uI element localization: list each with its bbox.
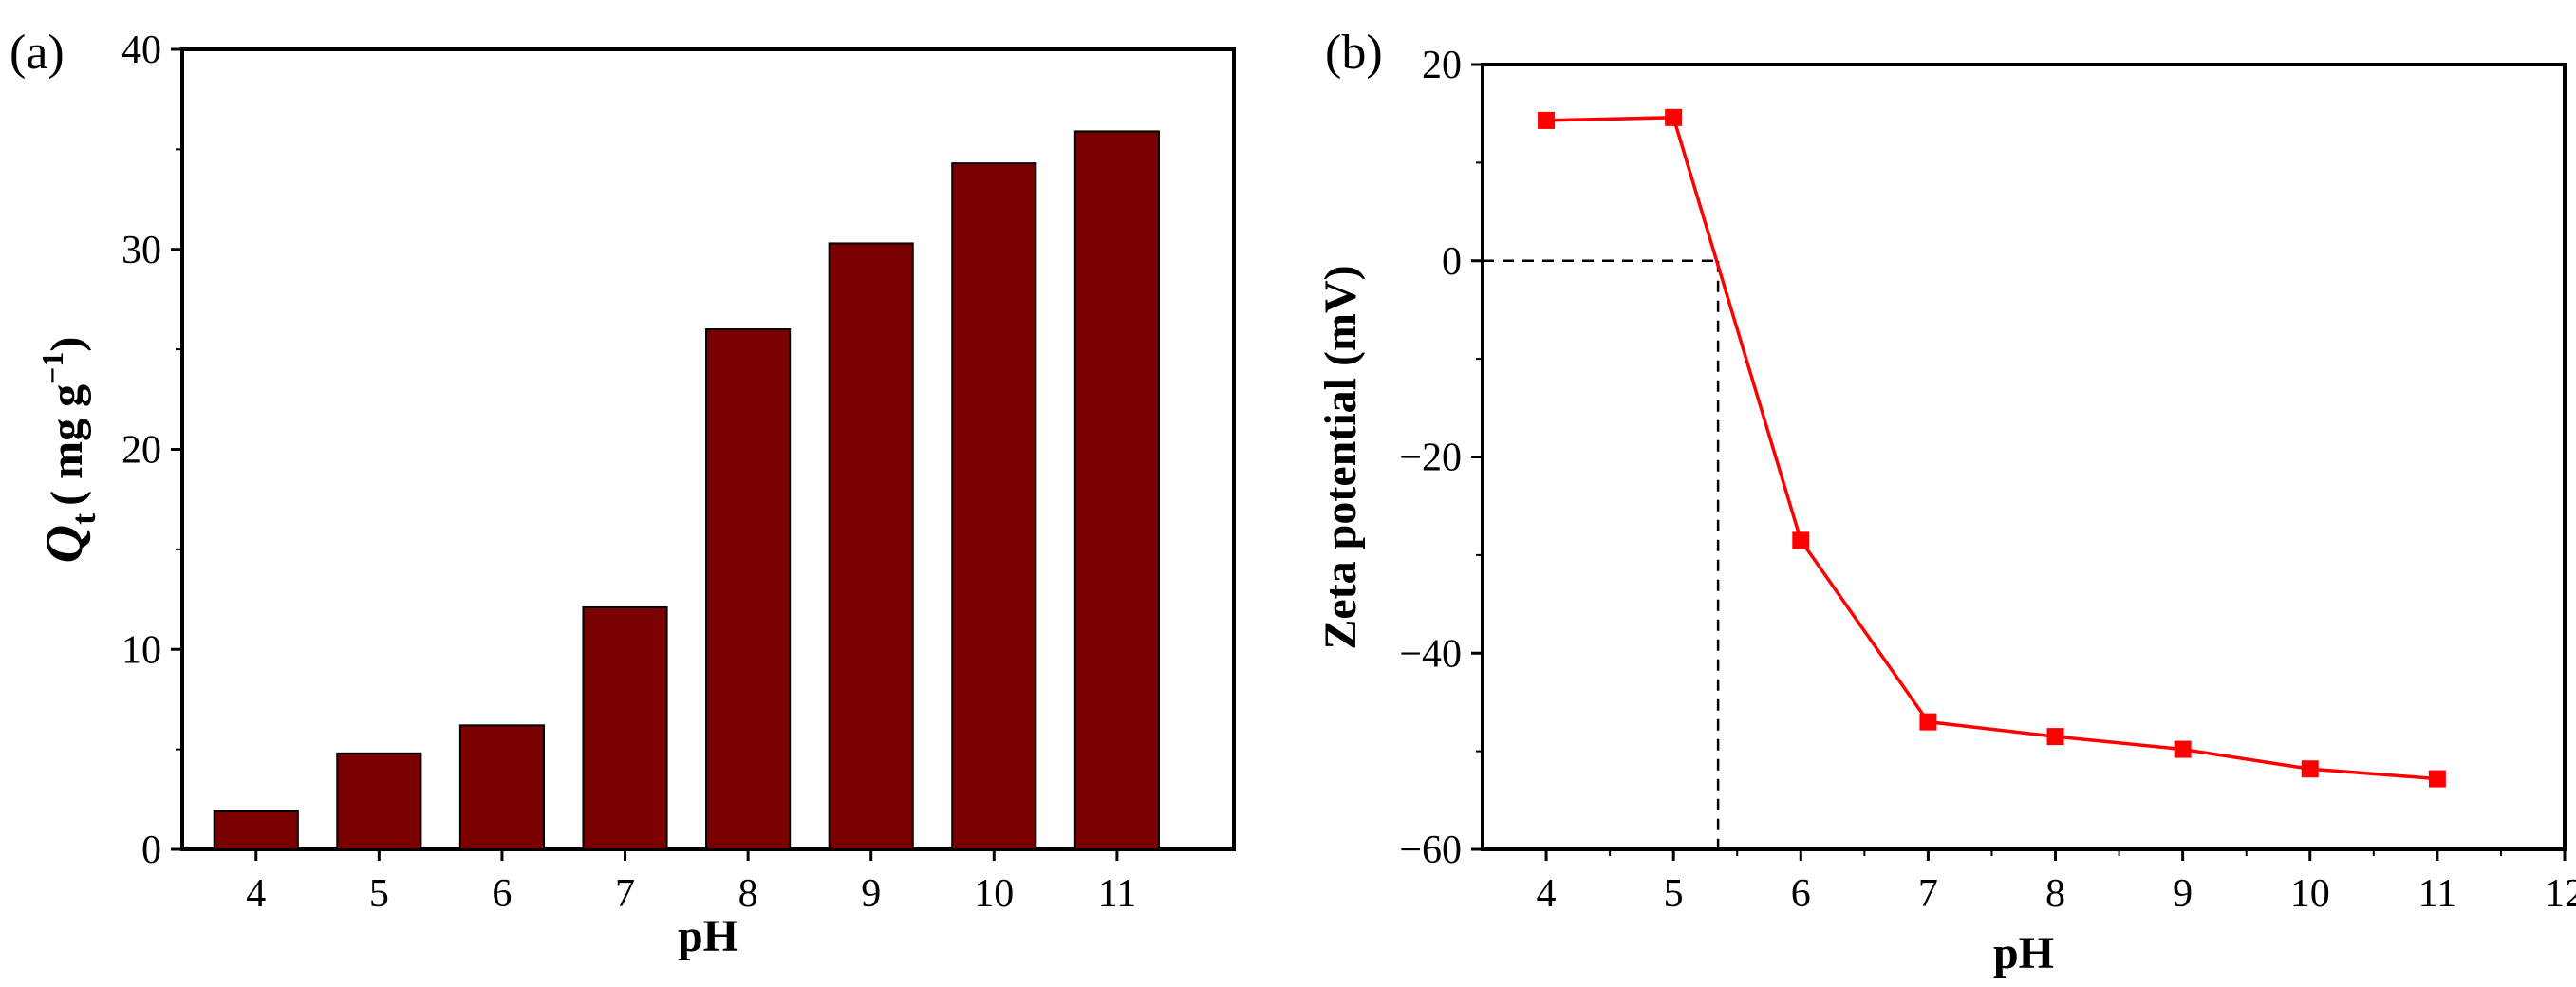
panel-b-y-tick-label: 0 (1442, 240, 1462, 284)
panel-b-y-axis-label: Zeta potential (mV) (1316, 265, 1366, 649)
panel-a-x-tick-label: 5 (369, 872, 389, 916)
zeta-potential-line (1546, 116, 2438, 781)
bar-ph-6 (458, 724, 545, 851)
panel-b-x-tick-label: 9 (2173, 872, 2193, 916)
panel-b-y-tick-label: −40 (1399, 632, 1462, 676)
panel-b-x-tick-label: 8 (2045, 872, 2065, 916)
panel-a-y-tick-label: 30 (121, 229, 161, 272)
panel-b-x-tick-label: 4 (1537, 872, 1557, 916)
panel-a-x-tick-label: 8 (738, 872, 758, 916)
bar-ph-8 (705, 328, 792, 850)
panel-a-x-tick-label: 10 (974, 872, 1014, 916)
data-point-ph-11 (2428, 770, 2446, 788)
panel-a-x-axis-label: pH (678, 911, 738, 961)
panel-a-y-tick-label: 40 (121, 28, 161, 72)
panel-a-x-tick-label: 7 (615, 872, 635, 916)
panel-a-x-tick-label: 4 (246, 872, 266, 916)
panel-b-x-tick-label: 7 (1918, 872, 1938, 916)
bar-ph-9 (828, 242, 914, 850)
bar-ph-11 (1073, 130, 1160, 851)
panel-b-x-tick-label: 12 (2545, 872, 2576, 916)
panel-a-x-tick-label: 11 (1098, 872, 1136, 916)
panel-b-y-tick-label: 20 (1422, 44, 1462, 87)
panel-b-x-tick-label: 6 (1791, 872, 1811, 916)
panel-a-y-tick-label: 20 (121, 429, 161, 473)
panel-a-x-tick-label: 6 (492, 872, 512, 916)
panel-b-x-tick-label: 5 (1664, 872, 1684, 916)
panel-a-x-tick-label: 9 (861, 872, 881, 916)
bar-ph-5 (336, 752, 422, 851)
data-point-ph-10 (2301, 760, 2319, 778)
panel-b-x-tick-label: 11 (2418, 872, 2456, 916)
data-point-ph-4 (1538, 111, 1556, 129)
data-point-ph-6 (1792, 531, 1810, 549)
panel-b-line-chart: (b) 20 0 −20 −40 −60 4 5 6 7 8 9 10 11 12 pH Zeta po… (1316, 26, 2576, 978)
panel-a-y-tick-label: 0 (141, 829, 161, 872)
bar-ph-7 (582, 605, 668, 850)
panel-a-y-tick-label: 10 (121, 628, 161, 672)
panel-b-label: (b) (1325, 26, 1383, 80)
panel-b-y-tick-label: −60 (1399, 829, 1462, 872)
data-point-ph-7 (1919, 713, 1937, 731)
panel-a-bar-chart: (a) 0 10 20 30 40 4 5 6 7 8 9 10 11 pH Qt( mg g−1) (9, 26, 1236, 961)
data-point-ph-8 (2046, 728, 2064, 746)
panel-a-y-axis-label: Qt( mg g−1) (35, 337, 103, 564)
bar-ph-4 (213, 810, 299, 851)
panel-b-x-axis-label: pH (1993, 928, 2054, 978)
panel-a-label: (a) (9, 26, 65, 80)
panel-b-x-tick-label: 10 (2290, 872, 2330, 916)
data-point-ph-9 (2174, 740, 2192, 758)
bar-ph-10 (951, 162, 1037, 850)
panel-b-y-tick-label: −20 (1399, 437, 1462, 480)
data-point-ph-5 (1665, 108, 1683, 126)
